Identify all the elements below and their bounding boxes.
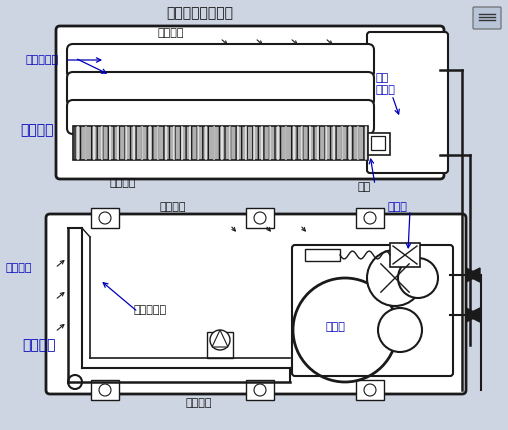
Bar: [371, 136, 385, 150]
FancyBboxPatch shape: [367, 32, 448, 173]
Circle shape: [398, 258, 438, 298]
Circle shape: [364, 212, 376, 224]
Circle shape: [68, 375, 82, 389]
Polygon shape: [466, 268, 480, 282]
Text: 压缩机: 压缩机: [325, 322, 345, 332]
Text: 室内换热器: 室内换热器: [25, 55, 58, 65]
Circle shape: [293, 278, 397, 382]
Text: 室内进风: 室内进风: [157, 28, 183, 38]
Bar: [390, 243, 420, 267]
Bar: [368, 133, 390, 155]
Bar: [73, 126, 368, 160]
Text: 风机: 风机: [358, 182, 371, 192]
Bar: [356, 208, 384, 228]
Text: 风机
电动机: 风机 电动机: [375, 73, 395, 95]
Circle shape: [367, 250, 423, 306]
Circle shape: [378, 308, 422, 352]
Text: 室外机组: 室外机组: [22, 338, 55, 352]
Text: 室外换热器: 室外换热器: [133, 305, 166, 315]
Text: 室外进风: 室外进风: [5, 263, 31, 273]
Bar: [91, 380, 119, 400]
FancyBboxPatch shape: [56, 26, 444, 179]
Circle shape: [254, 384, 266, 396]
Text: 换向阀: 换向阀: [388, 202, 408, 212]
Text: 室内机组: 室内机组: [20, 123, 53, 137]
Text: 分体挂壁式空调器: 分体挂壁式空调器: [167, 6, 234, 20]
FancyBboxPatch shape: [67, 72, 374, 106]
Bar: [305, 249, 340, 261]
Bar: [246, 380, 274, 400]
FancyBboxPatch shape: [46, 214, 466, 394]
Bar: [356, 380, 384, 400]
Text: 室外出风: 室外出风: [185, 398, 211, 408]
Bar: [91, 208, 119, 228]
FancyBboxPatch shape: [67, 100, 374, 134]
Polygon shape: [212, 330, 228, 347]
Bar: [207, 332, 233, 358]
FancyBboxPatch shape: [473, 7, 501, 29]
Text: 室外进风: 室外进风: [160, 202, 186, 212]
Polygon shape: [466, 308, 480, 322]
Circle shape: [99, 212, 111, 224]
Polygon shape: [466, 308, 480, 322]
Circle shape: [99, 384, 111, 396]
Circle shape: [210, 330, 230, 350]
Polygon shape: [466, 268, 480, 282]
FancyBboxPatch shape: [67, 44, 374, 78]
Bar: [246, 208, 274, 228]
Circle shape: [364, 384, 376, 396]
Circle shape: [254, 212, 266, 224]
Text: 室内出风: 室内出风: [110, 178, 137, 188]
